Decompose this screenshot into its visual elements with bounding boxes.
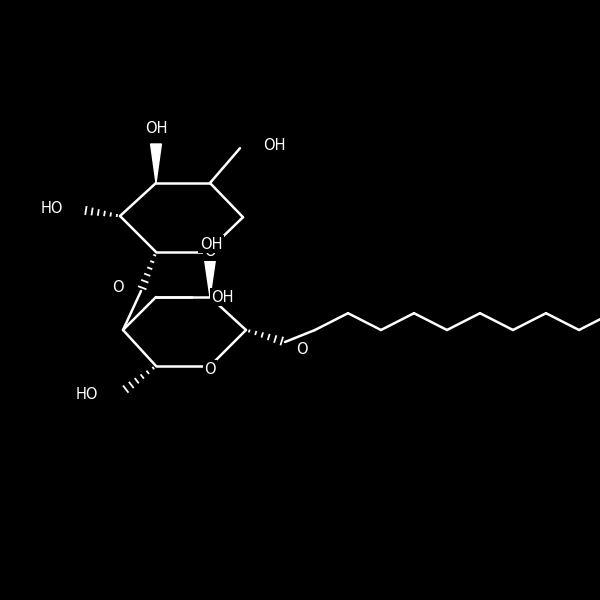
Text: OH: OH [200,237,223,252]
Polygon shape [205,260,215,297]
Text: O: O [296,342,307,356]
Polygon shape [151,144,161,183]
Text: O: O [113,280,124,295]
Text: HO: HO [76,386,98,402]
Text: OH: OH [263,137,286,152]
Text: O: O [204,361,216,377]
Text: HO: HO [41,201,63,216]
Text: OH: OH [145,121,167,136]
Text: OH: OH [211,289,234,304]
Text: O: O [204,245,216,259]
